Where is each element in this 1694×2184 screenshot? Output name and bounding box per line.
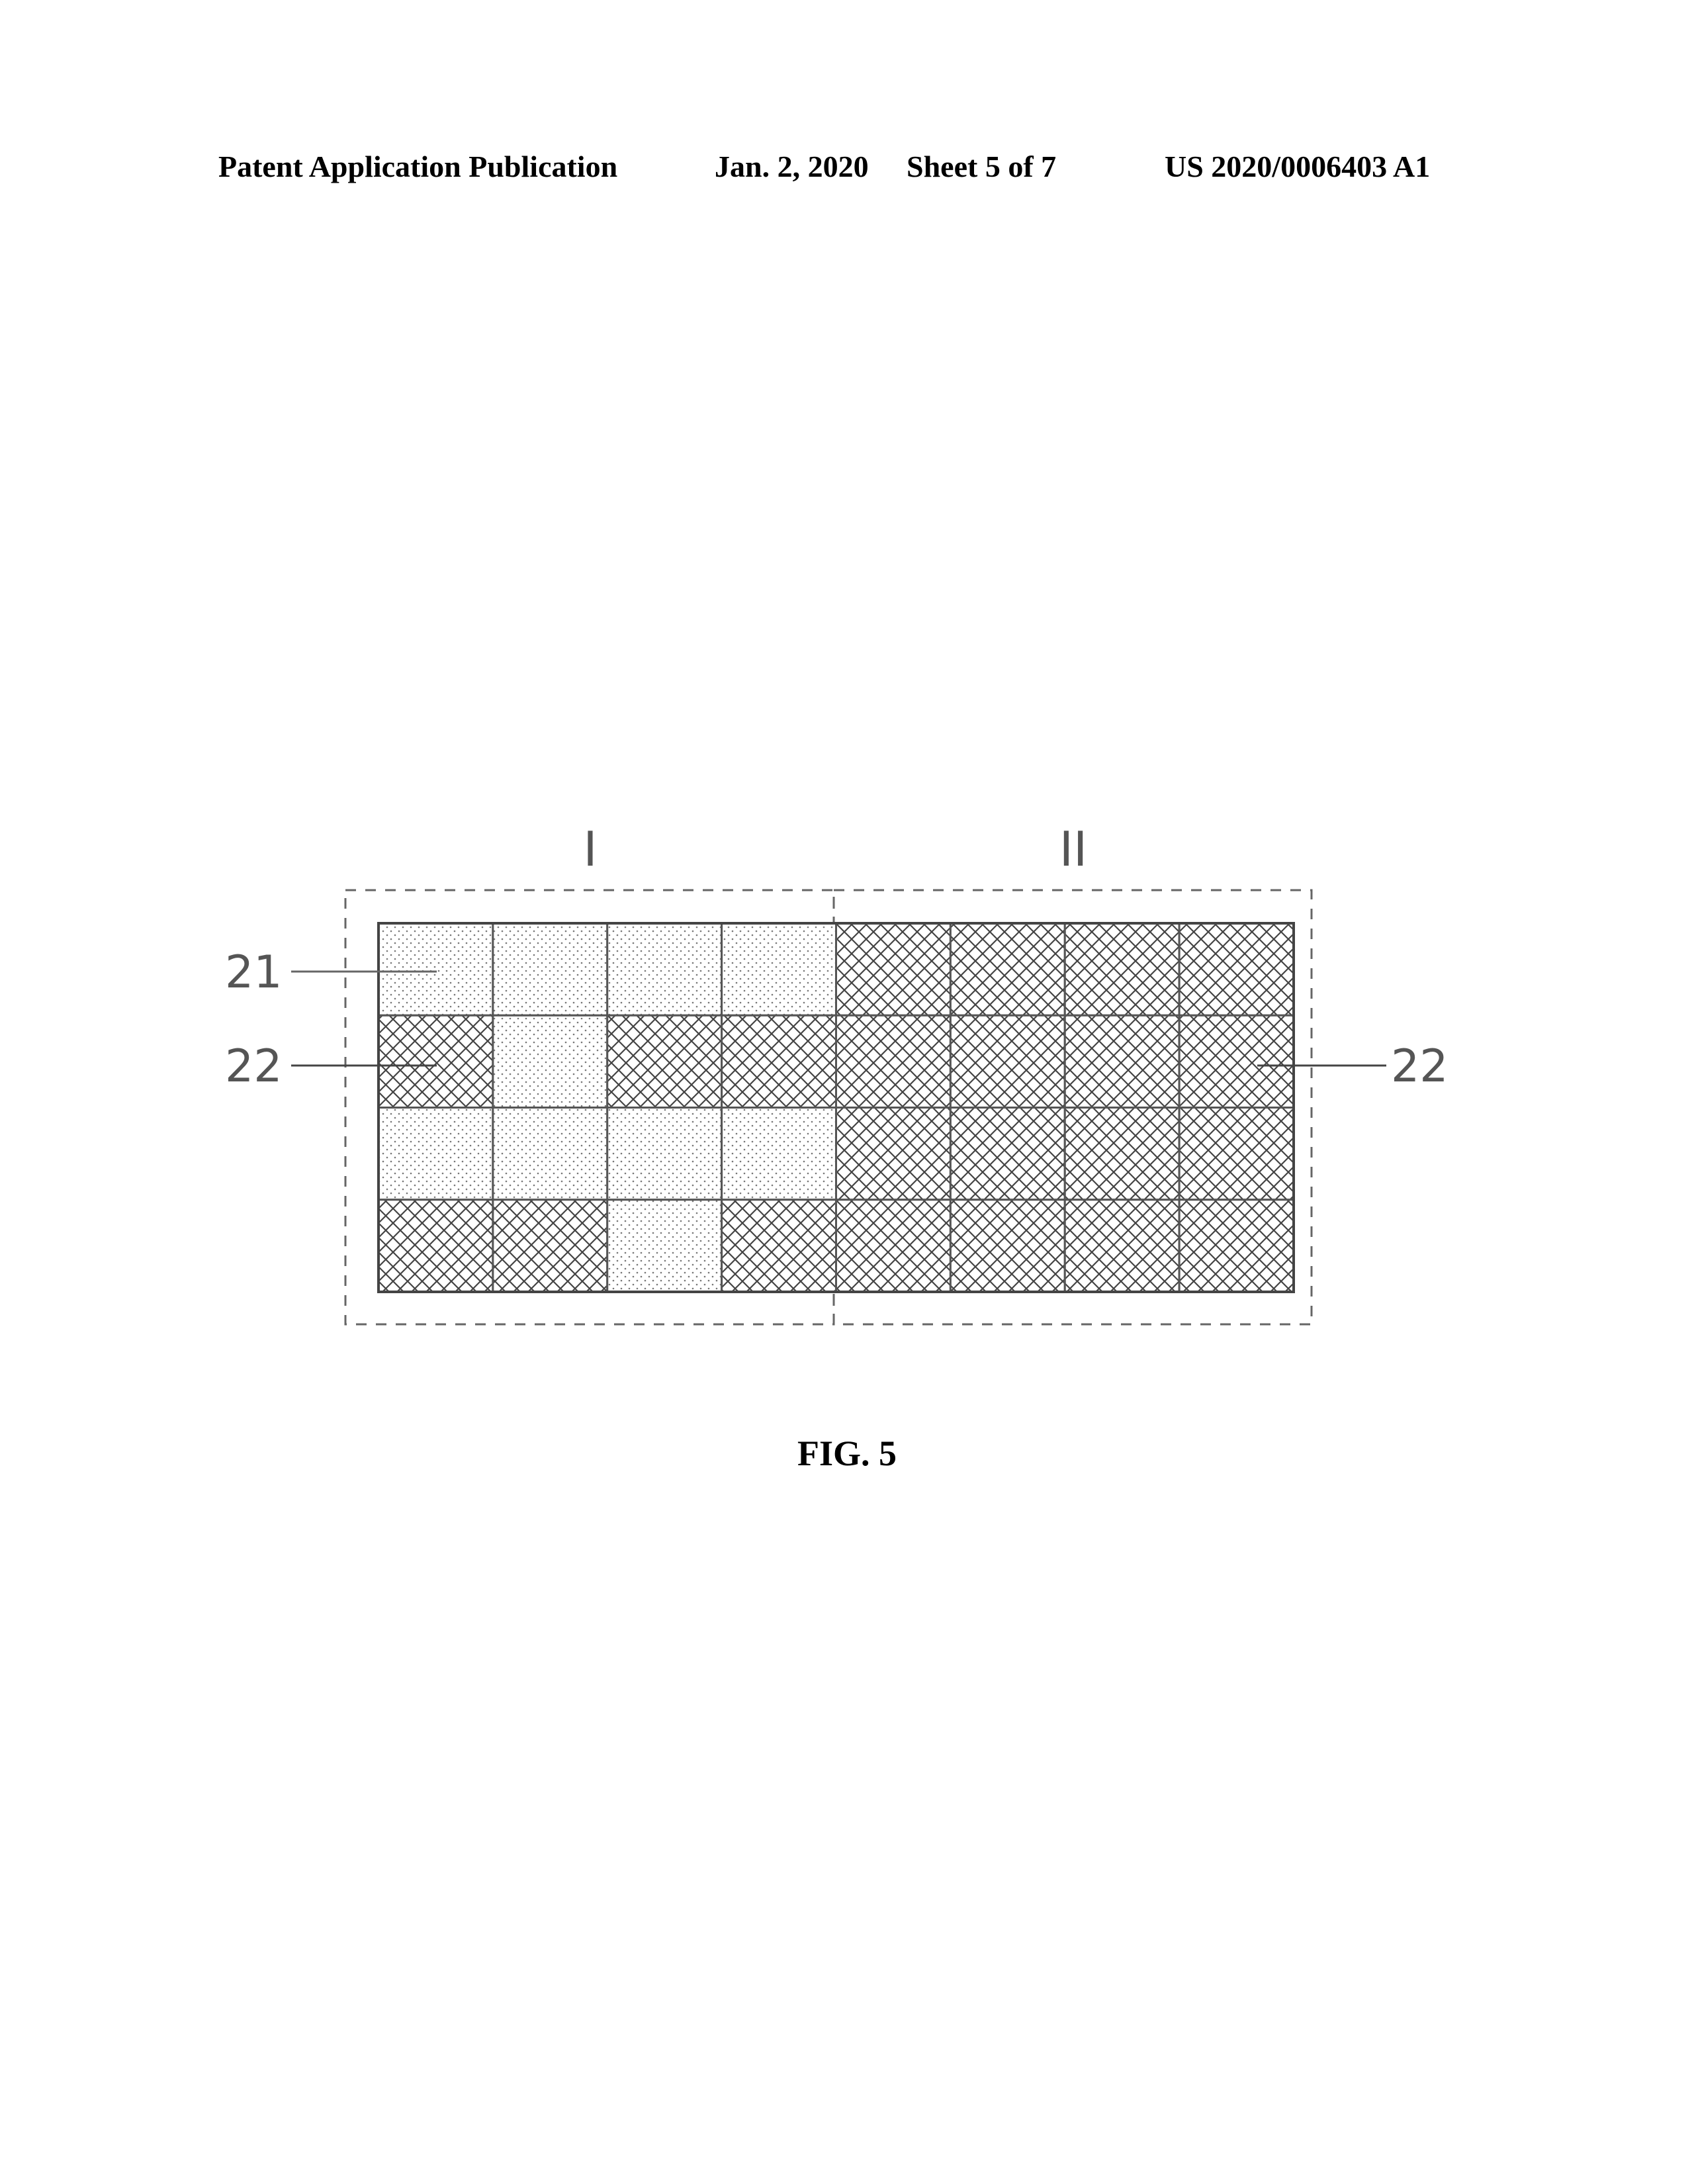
cell-grid — [377, 922, 1295, 1293]
crosshatch-cell-r1-c7 — [1178, 1014, 1295, 1109]
crosshatch-cell-r1-c6 — [1063, 1014, 1181, 1109]
crosshatch-cell-r2-c5 — [949, 1107, 1066, 1201]
callout-21: 21 — [225, 946, 283, 999]
dotted-cell-r0-c3 — [721, 922, 837, 1017]
crosshatch-cell-r3-c4 — [835, 1199, 952, 1293]
crosshatch-cell-r3-c7 — [1178, 1199, 1295, 1293]
crosshatch-cell-r1-c0 — [377, 1014, 494, 1109]
page-header: Patent Application Publication Jan. 2, 2… — [218, 147, 1462, 187]
dotted-cell-r2-c3 — [721, 1107, 837, 1201]
dotted-cell-r3-c2 — [606, 1199, 723, 1293]
crosshatch-cell-r3-c1 — [492, 1199, 609, 1293]
grid-border — [377, 922, 1295, 1293]
dotted-cell-r0-c1 — [492, 922, 609, 1017]
publication-label: Patent Application Publication — [218, 150, 618, 183]
crosshatch-cell-r2-c7 — [1178, 1107, 1295, 1201]
dotted-cell-r0-c2 — [606, 922, 723, 1017]
dotted-cell-r0-c0 — [377, 922, 494, 1017]
region-label-i: I — [583, 821, 597, 877]
crosshatch-cell-r1-c5 — [949, 1014, 1066, 1109]
figure-caption: FIG. 5 — [797, 1433, 897, 1473]
dotted-cell-r2-c0 — [377, 1107, 494, 1201]
crosshatch-cell-r1-c3 — [721, 1014, 837, 1109]
sheet-number: Sheet 5 of 7 — [907, 150, 1057, 183]
crosshatch-cell-r0-c5 — [949, 922, 1066, 1017]
publication-date: Jan. 2, 2020 — [715, 150, 869, 183]
crosshatch-cell-r3-c5 — [949, 1199, 1066, 1293]
callout-22-right: 22 — [1391, 1040, 1449, 1093]
crosshatch-cell-r3-c3 — [721, 1199, 837, 1293]
dotted-cell-r2-c2 — [606, 1107, 723, 1201]
crosshatch-cell-r2-c4 — [835, 1107, 952, 1201]
crosshatch-cell-r0-c7 — [1178, 922, 1295, 1017]
crosshatch-cell-r2-c6 — [1063, 1107, 1181, 1201]
crosshatch-cell-r3-c6 — [1063, 1199, 1181, 1293]
region-ii-outline — [832, 889, 1313, 1326]
region-label-ii: II — [1059, 821, 1087, 877]
crosshatch-cell-r0-c6 — [1063, 922, 1181, 1017]
dotted-cell-r2-c1 — [492, 1107, 609, 1201]
patent-number: US 2020/0006403 A1 — [1165, 150, 1431, 183]
crosshatch-cell-r1-c2 — [606, 1014, 723, 1109]
crosshatch-cell-r0-c4 — [835, 922, 952, 1017]
crosshatch-cell-r1-c4 — [835, 1014, 952, 1109]
callout-22-left: 22 — [225, 1040, 283, 1093]
crosshatch-cell-r3-c0 — [377, 1199, 494, 1293]
dotted-cell-r1-c1 — [492, 1014, 609, 1109]
